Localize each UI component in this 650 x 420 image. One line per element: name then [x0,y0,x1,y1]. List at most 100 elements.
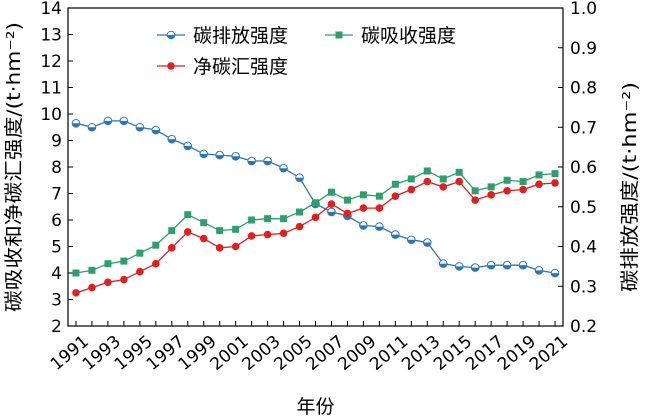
data-point-emission [407,235,416,245]
data-point-emission [247,156,256,166]
marker-fill [295,177,304,182]
y-right-tick-label: 0.7 [570,118,597,138]
data-point-net-sink [327,200,336,208]
marker-fill [455,266,464,271]
data-point-net-sink [279,229,288,238]
y-left-tick-label: 13 [40,26,62,46]
marker-fill [551,273,559,277]
data-point-net-sink [199,234,208,243]
marker-fill [503,265,511,269]
data-point-absorption [200,219,208,227]
axes-group: 2 3 4 5 6 7 8 9 10 11 12 13 14 0.2 0.3 0.4 0.5 0.6 0.7 0.8 0… [40,0,597,375]
data-point-net-sink [391,192,400,200]
data-point-emission [119,116,129,126]
marker-fill [535,270,543,275]
data-point-absorption [503,176,511,184]
data-point-emission [295,173,304,183]
data-point-net-sink [215,244,224,252]
data-point-net-sink [359,204,368,212]
data-point-emission [502,260,512,270]
marker-fill [391,234,400,239]
data-point-emission [486,260,496,270]
marker-fill [471,267,479,272]
data-point-net-sink [104,278,112,287]
marker-fill [343,215,352,220]
data-point-net-sink [535,180,543,189]
marker-fill [72,123,80,128]
data-point-net-sink [136,267,144,276]
data-point-absorption [551,170,559,178]
legend-item-absorption: 碳吸收强度 [325,25,456,47]
x-axis-title: 年份 [296,396,334,418]
data-point-absorption [120,257,128,265]
legend-item-emission: 碳排放强度 [157,25,288,47]
marker-fill [279,168,288,172]
data-point-net-sink [471,196,479,204]
y-left-tick-label: 11 [40,79,62,99]
data-point-net-sink [551,179,559,187]
data-point-absorption [535,171,543,179]
data-point-absorption [359,191,367,199]
legend-marker [167,62,175,70]
marker-fill [136,127,144,132]
marker-fill [375,226,384,231]
marker-fill [327,211,336,216]
y-left-tick-label: 6 [51,211,62,231]
data-point-absorption [439,175,447,183]
marker-fill [263,161,272,165]
data-point-net-sink [183,228,192,236]
data-point-emission [454,262,464,271]
data-point-absorption [232,225,240,233]
data-point-emission [391,230,400,239]
data-point-net-sink [88,283,96,292]
data-point-emission [438,259,448,268]
data-point-net-sink [439,183,448,191]
data-point-absorption [312,199,319,207]
data-point-absorption [248,216,256,224]
marker-fill [247,161,256,165]
legend-label: 净碳汇强度 [193,56,288,78]
marker-fill [167,139,176,143]
data-point-absorption [487,183,495,191]
plot-frame [67,7,564,327]
y-left-tick-label: 2 [51,317,62,337]
y-right-tick-label: 0.2 [570,317,597,337]
marker-fill [231,156,240,161]
data-point-net-sink [519,185,527,194]
y-right-tick-label: 0.4 [570,238,597,258]
data-point-emission [550,268,560,278]
data-point-net-sink [167,244,176,252]
data-point-net-sink [407,185,416,194]
series-line-net-sink [75,180,556,294]
data-point-absorption [88,266,96,274]
y-left-tick-label: 9 [51,132,62,152]
data-point-absorption [152,241,160,249]
data-point-net-sink [423,177,432,186]
y-right-tick-label: 0.3 [570,277,597,297]
legend-item-net-sink: 净碳汇强度 [157,56,288,78]
data-point-emission [167,134,177,144]
y-left-tick-label: 10 [40,105,62,125]
data-point-emission [470,263,480,272]
y-left-tick-label: 7 [51,185,62,205]
legend-marker-fill [167,35,175,39]
y-left-tick-label: 3 [51,291,62,311]
data-point-emission [199,149,209,159]
data-point-emission [183,141,193,151]
y-right-tick-label: 0.9 [570,39,597,59]
marker-fill [423,242,432,247]
data-point-emission [103,116,113,126]
y-axis-right-title: 碳排放强度/(t·hm⁻²) [619,82,641,292]
marker-fill [215,155,224,159]
data-point-emission [422,238,432,247]
data-point-absorption [72,269,80,277]
marker-fill [199,153,208,158]
data-point-absorption [455,168,463,176]
data-point-absorption [343,196,351,204]
data-point-net-sink [295,222,304,231]
legend-label: 碳吸收强度 [361,25,456,47]
data-point-emission [135,122,145,132]
marker-fill [519,265,527,269]
data-point-emission [375,222,384,231]
